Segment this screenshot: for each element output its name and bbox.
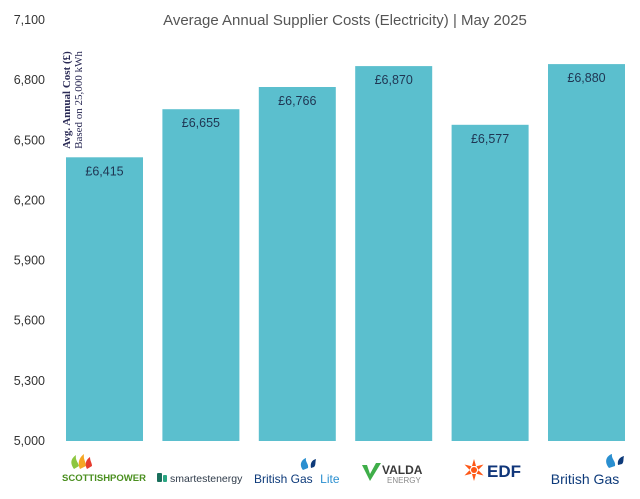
valda-energy-wordmark: ENERGY (387, 476, 421, 485)
british-gas-wordmark: British Gas (551, 471, 619, 487)
data-label: £6,870 (375, 73, 413, 87)
bar (162, 109, 240, 441)
edf-wordmark: EDF (487, 462, 521, 481)
valda-v-icon (362, 463, 381, 481)
data-label: £6,766 (278, 94, 316, 108)
smartest-energy-mark-icon (157, 473, 167, 482)
y-tick-label: 6,500 (14, 133, 45, 147)
x-axis-logos: SCOTTISHPOWER smartestenergy British Gas… (62, 454, 624, 487)
y-tick-label: 6,800 (14, 73, 45, 87)
y-tick-label: 5,300 (14, 374, 45, 388)
british-gas-lite-wordmark: British Gas Lite (254, 470, 340, 487)
bar (451, 124, 529, 442)
bar (355, 66, 433, 441)
scottishpower-logo: SCOTTISHPOWER (62, 454, 146, 484)
bars (66, 64, 625, 442)
valda-wordmark: VALDA (382, 463, 423, 477)
data-labels: £6,415 £6,655 £6,766 £6,870 £6,577 £6,880 (85, 71, 605, 178)
data-label: £6,415 (85, 164, 123, 178)
smartest-energy-wordmark: smartestenergy (170, 473, 243, 485)
bar (66, 157, 143, 442)
y-tick-label: 5,900 (14, 254, 45, 268)
smartest-energy-logo: smartestenergy (157, 473, 243, 485)
y-tick-label: 5,000 (14, 434, 45, 448)
y-axis-label: Avg. Annual Cost (£) Based on 25,000 kWh (61, 51, 85, 149)
data-label: £6,880 (567, 71, 605, 85)
british-gas-lite-wordmark-b: Lite (320, 472, 340, 486)
chart-title: Average Annual Supplier Costs (Electrici… (163, 12, 527, 29)
british-gas-lite-flame-icon (300, 458, 316, 470)
british-gas-lite-wordmark-a: British Gas (254, 472, 313, 486)
edf-logo: EDF (464, 459, 521, 481)
bar (258, 87, 336, 441)
british-gas-lite-logo: British Gas Lite (254, 458, 340, 487)
y-axis-ticks: 5,000 5,300 5,600 5,900 6,200 6,500 6,800 7,100 (14, 13, 45, 448)
bar (548, 64, 625, 441)
scottishpower-flame-icon (71, 454, 92, 469)
scottishpower-wordmark: SCOTTISHPOWER (62, 473, 146, 484)
data-label: £6,577 (471, 132, 509, 146)
data-label: £6,655 (182, 116, 220, 130)
y-axis-label-line1: Avg. Annual Cost (£) (61, 51, 73, 149)
y-tick-label: 5,600 (14, 314, 45, 328)
edf-sun-icon (464, 459, 484, 481)
british-gas-flame-icon (606, 454, 624, 468)
y-tick-label: 7,100 (14, 13, 45, 27)
valda-energy-logo: VALDA ENERGY (362, 463, 423, 485)
british-gas-logo: British Gas (551, 454, 624, 487)
y-axis-label-line2: Based on 25,000 kWh (73, 51, 85, 149)
y-tick-label: 6,200 (14, 193, 45, 207)
